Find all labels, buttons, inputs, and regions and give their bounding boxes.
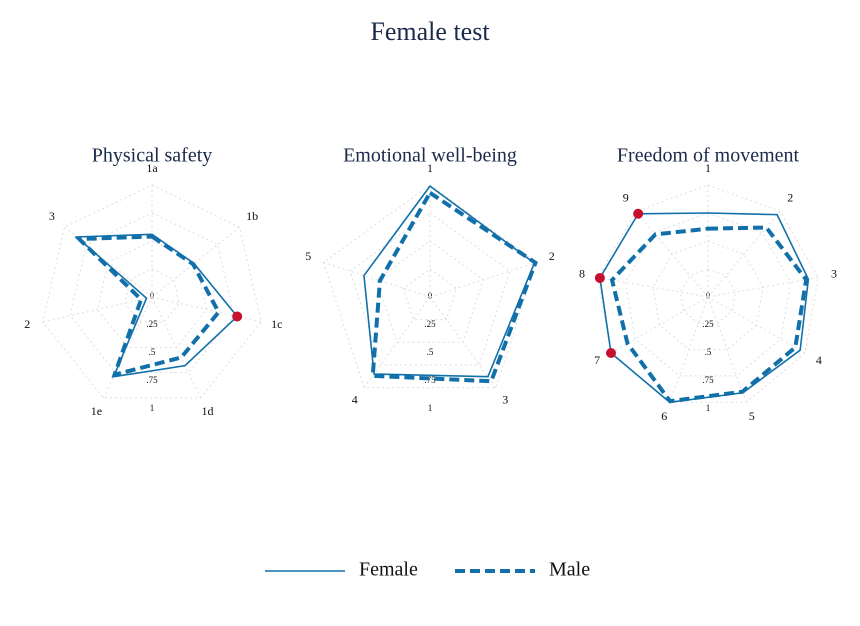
r-tick-label: .25 — [424, 319, 436, 329]
radar-line — [363, 185, 536, 378]
spoke — [323, 261, 431, 298]
r-tick-label: .5 — [427, 347, 434, 357]
r-tick-label: .25 — [702, 319, 714, 329]
highlight-marker — [594, 272, 605, 283]
axis-label: 2 — [787, 191, 793, 205]
radar-line — [74, 234, 221, 378]
radar-line — [74, 233, 239, 378]
radar-title: Physical safety — [92, 145, 213, 167]
radar-line — [599, 212, 810, 404]
r-tick-label: .5 — [705, 347, 712, 357]
radar-title: Emotional well-being — [343, 145, 517, 167]
axis-label: 1 — [705, 161, 711, 175]
highlight-marker — [232, 311, 243, 322]
axis-label: 1b — [246, 209, 258, 223]
r-tick-label: .5 — [149, 347, 156, 357]
r-tick-label: .75 — [146, 375, 158, 385]
axis-label: 1 — [427, 161, 433, 175]
radar-line — [609, 225, 809, 404]
spoke — [707, 296, 747, 403]
spoke — [363, 296, 431, 388]
r-tick-label: .75 — [424, 375, 436, 385]
spoke — [635, 210, 709, 298]
grid-ring — [69, 212, 235, 374]
spoke — [42, 296, 153, 323]
spoke — [610, 296, 709, 354]
r-tick-label: .25 — [146, 319, 158, 329]
axis-label: 6 — [661, 409, 667, 423]
r-tick-label: 1 — [706, 403, 711, 413]
grid-ring — [96, 240, 208, 348]
highlight-marker — [606, 348, 617, 358]
spoke — [151, 296, 262, 323]
axis-label: 9 — [623, 191, 629, 205]
grid-ring — [624, 212, 792, 377]
axis-label: 7 — [594, 353, 600, 367]
grid-ring — [349, 212, 511, 366]
axis-label: 1e — [91, 404, 102, 418]
axis-label: 3 — [831, 267, 837, 281]
spoke — [597, 277, 709, 298]
spoke — [707, 277, 819, 298]
spoke — [669, 296, 709, 403]
spoke — [707, 210, 781, 298]
spoke — [429, 261, 537, 298]
axis-label: 1a — [146, 161, 158, 175]
highlight-marker — [633, 208, 644, 219]
spoke — [151, 296, 202, 399]
legend-label: Female — [359, 559, 418, 581]
axis-label: 1d — [202, 404, 214, 418]
spoke — [707, 296, 806, 354]
axis-label: 8 — [579, 267, 585, 281]
r-tick-label: 1 — [150, 403, 155, 413]
axis-label: 1c — [271, 317, 282, 331]
grid-ring — [42, 184, 262, 399]
legend-label: Male — [549, 559, 590, 581]
spoke — [102, 296, 153, 399]
axis-label: 5 — [749, 409, 755, 423]
r-tick-label: 1 — [428, 403, 433, 413]
r-tick-label: .75 — [702, 375, 714, 385]
axis-label: 4 — [816, 353, 822, 367]
axis-label: 2 — [24, 317, 30, 331]
axis-label: 3 — [49, 209, 55, 223]
axis-label: 3 — [502, 392, 508, 406]
spoke — [151, 226, 240, 298]
axis-label: 4 — [352, 392, 358, 406]
grid-ring — [679, 268, 737, 324]
axis-label: 5 — [305, 249, 311, 263]
axis-label: 2 — [549, 249, 555, 263]
spoke — [429, 296, 497, 388]
radar-line — [370, 189, 538, 384]
page-title: Female test — [370, 17, 490, 46]
spoke — [64, 226, 153, 298]
radar-title: Freedom of movement — [617, 145, 800, 167]
